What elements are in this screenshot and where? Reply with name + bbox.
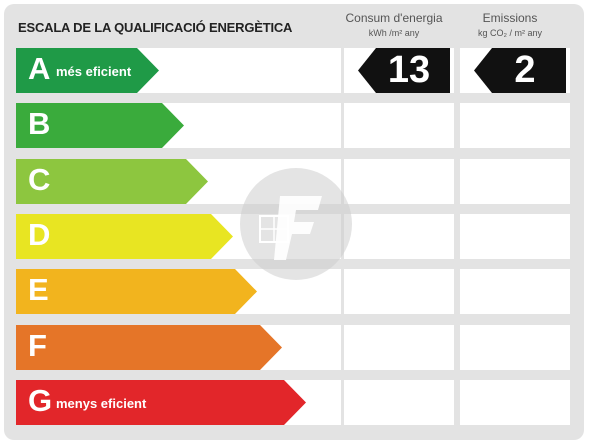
consum-cell-c [344,159,454,204]
consum-cell-e [344,269,454,314]
rating-letter: D [28,217,51,252]
consum-cell-g [344,380,454,425]
consum-label: Consum d'energia [345,11,443,25]
rating-sub-label: més eficient [56,64,132,79]
consum-cell-a: 13 [344,48,454,93]
rating-row-b: B [16,103,341,148]
rating-letter: E [28,272,49,307]
house-logo-icon [240,168,352,280]
consum-cell-d [344,214,454,259]
emissions-cell-b [460,103,570,148]
rating-letter: F [28,328,47,363]
consum-unit: kWh /m² any [368,28,420,38]
rating-letter: G [28,383,53,418]
emissions-cell-c [460,159,570,204]
emissions-label: Emissions [482,11,538,25]
rating-letter: C [28,162,51,197]
consum-value-badge: 13 [358,48,450,93]
consum-cell-f [344,325,454,370]
rating-letter: A [28,51,51,86]
rating-arrow-b: B [16,103,184,148]
rating-letter: B [28,106,51,141]
rating-arrow-c: C [16,159,208,204]
emissions-value-badge: 2 [474,48,566,93]
rating-arrow-e: E [16,269,257,314]
emissions-value: 2 [514,49,536,91]
rating-sub-label: menys eficient [56,396,147,411]
rating-arrow-d: D [16,214,233,259]
emissions-cell-d [460,214,570,259]
chart-title: ESCALA DE LA QUALIFICACIÓ ENERGÈTICA [18,20,293,35]
consum-header: Consum d'energia kWh /m² any [344,11,444,38]
consum-value: 13 [387,49,431,91]
rating-row-f: F [16,325,341,370]
emissions-cell-f [460,325,570,370]
consum-cell-b [344,103,454,148]
emissions-header: Emissions kg CO₂ / m² any [460,11,560,38]
rating-arrow-f: F [16,325,282,370]
emissions-cell-e [460,269,570,314]
emissions-cell-a: 2 [460,48,570,93]
emissions-unit: kg CO₂ / m² any [477,28,542,38]
emissions-cell-g [460,380,570,425]
